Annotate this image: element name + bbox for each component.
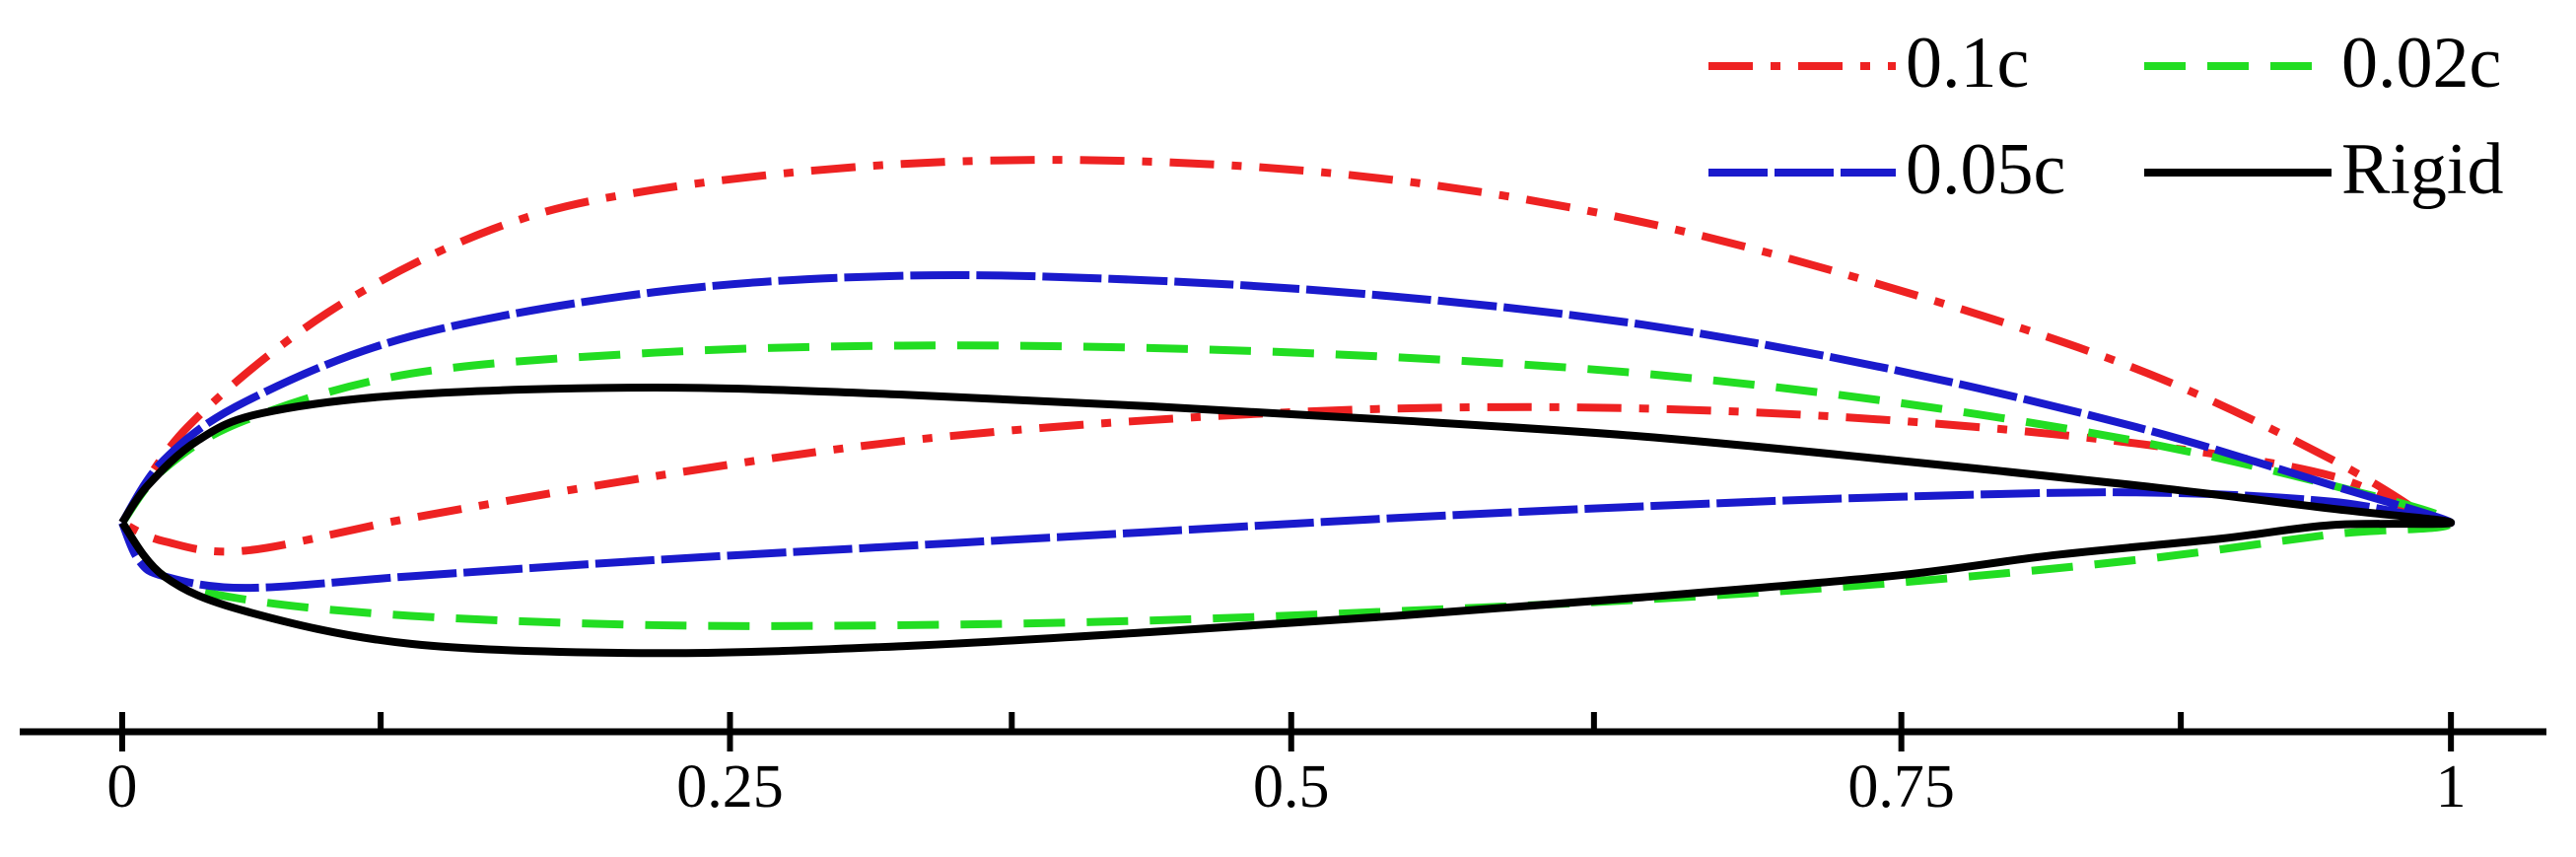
x-tick-label: 0.5 xyxy=(1253,753,1330,821)
x-tick-label: 0.75 xyxy=(1847,753,1955,821)
legend-label: 0.1c xyxy=(1906,23,2029,104)
airfoil-line xyxy=(118,341,2456,630)
x-tick-label: 0.25 xyxy=(676,753,784,821)
legend-label: 0.05c xyxy=(1906,129,2065,210)
airfoil-line xyxy=(118,156,2437,556)
legend-label: Rigid xyxy=(2341,129,2503,210)
legend-label: 0.02c xyxy=(2341,23,2501,104)
x-tick-label: 1 xyxy=(2436,753,2467,821)
x-tick-label: 0 xyxy=(106,753,137,821)
airfoil-line xyxy=(118,383,2456,658)
